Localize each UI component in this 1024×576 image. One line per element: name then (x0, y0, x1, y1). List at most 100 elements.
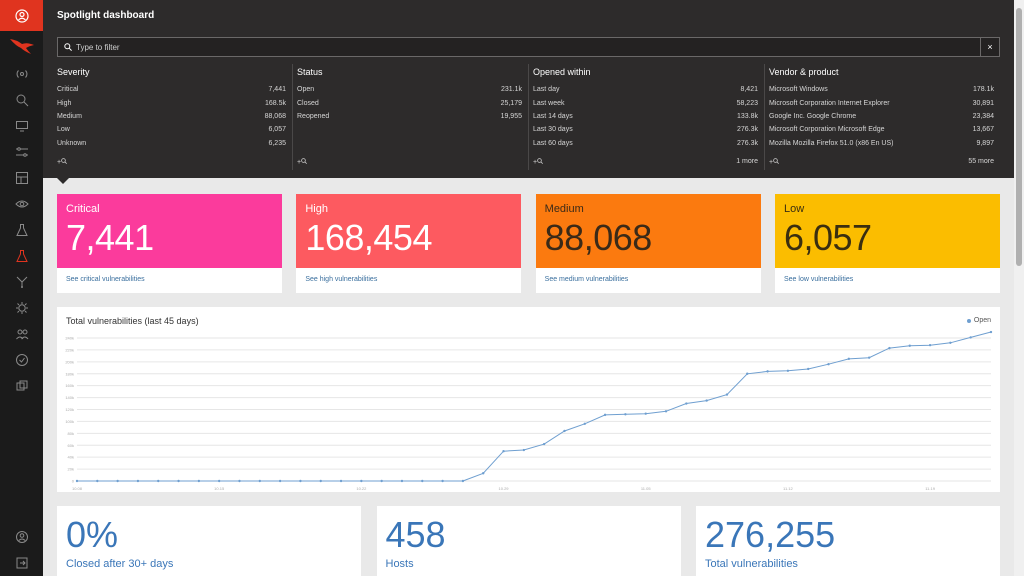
plus-label: + (297, 159, 302, 166)
facet-row-label: Last 30 days (533, 126, 573, 134)
y-tick-label: 180k (65, 371, 74, 376)
facet-row[interactable]: Closed 25,179 (297, 96, 522, 109)
data-point (583, 422, 586, 425)
facet-row[interactable]: High 168.5k (57, 96, 286, 109)
facet-row-label: Closed (297, 99, 319, 107)
user-menu-button[interactable] (0, 0, 43, 31)
facet-row[interactable]: Reopened 19,955 (297, 110, 522, 123)
clear-filter-button[interactable]: × (980, 38, 999, 56)
search-icon (773, 158, 780, 164)
nav-hosts[interactable] (0, 113, 43, 139)
legend-dot-icon (966, 318, 971, 323)
facet-row[interactable]: Last day 8,421 (533, 83, 758, 96)
data-point (482, 472, 485, 475)
y-tick-label: 0 (72, 479, 75, 484)
facet-status: Status Open 231.1k Closed 25,179 Reopened 1… (292, 64, 528, 170)
nav-account[interactable] (0, 524, 43, 550)
facet-row[interactable]: Mozilla Mozilla Firefox 51.0 (x86 En US)… (769, 137, 994, 150)
closed-after-30-days-card[interactable]: 0% Closed after 30+ days (57, 506, 361, 576)
critical-card: Critical 7,441 See critical vulnerabilit… (57, 194, 282, 293)
facet-row[interactable]: Unknown 6,235 (57, 137, 286, 150)
nav-integrations[interactable] (0, 373, 43, 399)
data-point (400, 479, 404, 483)
nav-protection[interactable] (0, 347, 43, 373)
data-point (888, 346, 891, 350)
facet-row[interactable]: Last 30 days 276.3k (533, 123, 758, 136)
facet-row-count: 30,891 (972, 99, 994, 107)
facet-row[interactable]: Last week 58,223 (533, 96, 758, 109)
nav-radar[interactable] (0, 61, 43, 87)
facet-row-count: 6,235 (268, 139, 286, 147)
nav-users[interactable] (0, 321, 43, 347)
data-point (766, 370, 769, 373)
search-icon (537, 158, 544, 164)
facet-row[interactable]: Google Inc. Google Chrome 23,384 (769, 110, 994, 123)
x-tick-label: 11.19 (925, 486, 935, 491)
data-point (644, 412, 647, 415)
facet-row-label: High (57, 99, 72, 107)
x-tick-label: 10.08 (72, 486, 83, 491)
falcon-logo[interactable] (0, 31, 43, 61)
nav-threat-intel[interactable] (0, 295, 43, 321)
facet-row[interactable]: Open 231.1k (297, 83, 522, 96)
nav-dashboards[interactable] (0, 165, 43, 191)
facet-row-count: 6,057 (268, 126, 286, 134)
nav-search[interactable] (0, 87, 43, 113)
facet-row[interactable]: Medium 88,068 (57, 110, 286, 123)
data-point (827, 363, 830, 366)
see-high-link[interactable]: See high vulnerabilities (305, 276, 378, 283)
facet-row[interactable]: Microsoft Corporation Microsoft Edge 13,6… (769, 123, 994, 136)
data-point (969, 336, 972, 339)
nav-investigate[interactable] (0, 191, 43, 217)
see-critical-link[interactable]: See critical vulnerabilities (66, 276, 145, 283)
see-medium-link[interactable]: See medium vulnerabilities (544, 276, 629, 283)
header-caret (57, 178, 69, 184)
filter-input[interactable] (76, 42, 956, 52)
total-vulnerabilities-card[interactable]: 276,255 Total vulnerabilities (696, 506, 1000, 576)
nav-configuration[interactable] (0, 139, 43, 165)
search-icon (61, 158, 68, 164)
facet-add-button[interactable]: + (57, 158, 68, 166)
puzzle-icon (16, 380, 27, 391)
radar-icon (16, 70, 27, 78)
facet-more-link[interactable]: 55 more (968, 158, 994, 165)
filter-bar: × (57, 37, 1000, 57)
flask-active-icon (15, 250, 28, 262)
facet-row-label: Last 14 days (533, 112, 573, 120)
sliders-icon (15, 147, 28, 157)
shield-icon (15, 354, 28, 366)
data-point (197, 479, 201, 483)
nav-logout[interactable] (0, 550, 43, 576)
data-point (360, 479, 363, 483)
chart-legend[interactable]: Open (966, 317, 991, 324)
nav-lab[interactable] (0, 217, 43, 243)
data-point (96, 479, 99, 483)
stat-label: Hosts (385, 558, 414, 570)
facet-row[interactable]: Last 14 days 133.8k (533, 110, 758, 123)
facet-row[interactable]: Microsoft Corporation Internet Explorer 3… (769, 96, 994, 109)
stat-value: 276,255 (705, 514, 836, 555)
logout-icon (16, 557, 27, 569)
hosts-card[interactable]: 458 Hosts (376, 506, 681, 576)
facet-row[interactable]: Low 6,057 (57, 123, 286, 136)
facet-row-label: Last week (533, 99, 565, 107)
facet-more-link[interactable]: 1 more (736, 158, 758, 165)
data-point (786, 369, 790, 372)
nav-network[interactable] (0, 269, 43, 295)
facet-row-label: Last 60 days (533, 139, 573, 147)
see-low-link[interactable]: See low vulnerabilities (783, 276, 854, 283)
facet-row-count: 7,441 (268, 86, 286, 94)
facet-row[interactable]: Critical 7,441 (57, 83, 286, 96)
scrollbar-thumb[interactable] (1016, 8, 1022, 266)
plus-label: + (57, 159, 62, 166)
page-scrollbar[interactable] (1014, 0, 1024, 576)
facet-row[interactable]: Last 60 days 276.3k (533, 137, 758, 150)
facet-row[interactable]: Microsoft Windows 178.1k (769, 83, 994, 96)
card-value: 88,068 (544, 217, 653, 258)
data-point (319, 479, 322, 483)
nav-spotlight[interactable] (0, 243, 43, 269)
facet-add-button[interactable]: + (297, 158, 308, 166)
facet-add-button[interactable]: + (769, 158, 780, 166)
facet-row-label: Open (297, 86, 315, 94)
facet-add-button[interactable]: + (533, 158, 544, 166)
